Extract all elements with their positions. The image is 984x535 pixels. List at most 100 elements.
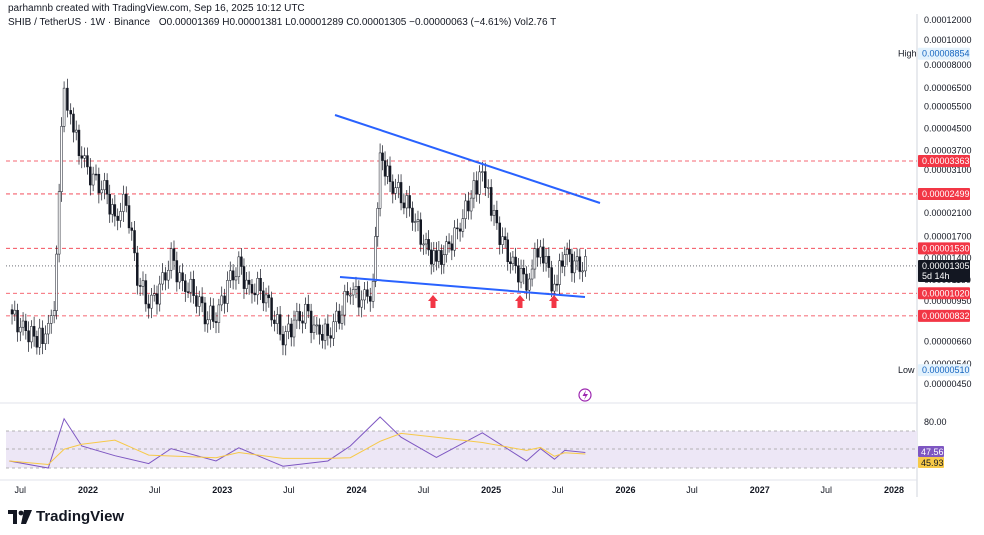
candle-body <box>391 181 395 194</box>
candle-body <box>55 253 58 311</box>
candle-body <box>539 246 542 258</box>
candle-body <box>276 314 279 324</box>
chart-header: parhamnb created with TradingView.com, S… <box>8 3 556 28</box>
candle-body <box>304 303 307 324</box>
level-price-tag <box>918 187 970 200</box>
rsi-ma-line <box>9 432 586 465</box>
price-tick-label: 0.00003700 <box>924 145 972 155</box>
candle-body <box>424 239 428 245</box>
time-tick-label: Jul <box>149 485 161 495</box>
candle-body <box>32 326 36 337</box>
candle-body <box>509 261 512 264</box>
candle-body <box>155 293 159 305</box>
candle-body <box>323 323 327 341</box>
candle-body <box>52 310 56 316</box>
candle-body <box>578 256 582 272</box>
time-tick-label: Jul <box>283 485 295 495</box>
candle-body <box>100 189 103 194</box>
level-price-tag <box>918 242 970 255</box>
candle-body <box>517 265 520 283</box>
candle-body <box>167 269 170 281</box>
candle-body <box>511 256 515 264</box>
candle-body <box>351 289 355 296</box>
up-arrow-icon <box>515 295 525 308</box>
price-axis[interactable]: 0.00012000 0.00010000 0.00008000 0.00006500… <box>898 15 972 468</box>
candle-body <box>440 250 443 265</box>
tradingview-logo[interactable]: TradingView <box>8 508 124 525</box>
time-tick-label: 2022 <box>78 485 98 495</box>
level-price-label: 0.00003363 <box>922 156 970 166</box>
candle-body <box>469 197 473 212</box>
candle-body <box>584 256 587 272</box>
candle-body <box>253 292 257 296</box>
candle-body <box>189 278 193 293</box>
candle-body <box>354 286 358 290</box>
candle-body <box>563 254 567 267</box>
price-tick-label: 0.00000950 <box>924 296 972 306</box>
candle-body <box>458 228 462 232</box>
candle-body <box>475 180 478 195</box>
candle-body <box>270 297 273 321</box>
candle-body <box>565 248 569 255</box>
time-axis[interactable]: Jul 2022 Jul 2023 Jul 2024 Jul 2025 Jul 2026 Jul 20… <box>15 485 904 495</box>
candle-body <box>195 295 198 307</box>
candle-body <box>229 270 232 281</box>
candle-body <box>57 191 61 255</box>
candle-body <box>212 305 215 322</box>
candle-body <box>456 227 459 230</box>
candle-body <box>318 324 321 335</box>
candle-body <box>130 227 134 231</box>
candle-body <box>568 248 571 255</box>
candle-body <box>560 260 564 267</box>
candle-body <box>411 207 414 223</box>
candle-body <box>30 326 33 343</box>
candle-body <box>453 227 456 251</box>
candle-body <box>363 289 366 301</box>
candle-body <box>152 293 156 296</box>
candle-body <box>506 239 509 263</box>
candle-body <box>192 278 195 296</box>
upper-trendline <box>334 114 601 204</box>
lightning-icon[interactable] <box>578 388 592 402</box>
candle-body <box>122 193 125 212</box>
candle-body <box>158 283 161 305</box>
candle-body <box>125 193 128 206</box>
candle-body <box>501 236 504 245</box>
candle-body <box>329 335 332 339</box>
candle-body <box>437 250 441 262</box>
candle-body <box>181 272 184 282</box>
candle-body <box>553 283 556 292</box>
candle-body <box>83 155 86 159</box>
candle-body <box>301 320 304 324</box>
price-tick-label: 0.00010000 <box>924 35 972 45</box>
candle-body <box>206 319 209 325</box>
candle-body <box>295 311 299 321</box>
level-price-tag <box>918 287 970 300</box>
candles <box>10 78 587 356</box>
candle-body <box>307 303 310 312</box>
candle-body <box>262 290 265 304</box>
symbol-label[interactable]: SHIB / TetherUS · 1W · Binance <box>8 17 151 28</box>
candle-body <box>536 248 539 258</box>
candle-body <box>49 315 53 324</box>
time-tick-label: Jul <box>15 485 27 495</box>
candle-body <box>419 219 422 245</box>
candle-body <box>133 230 136 254</box>
candle-body <box>315 324 319 327</box>
candle-body <box>72 113 75 133</box>
candle-body <box>60 126 63 192</box>
candle-body <box>514 256 517 266</box>
candle-body <box>435 250 438 262</box>
time-tick-label: 2028 <box>884 485 904 495</box>
candle-body <box>461 218 465 232</box>
candle-body <box>450 243 454 251</box>
candle-body <box>405 195 409 209</box>
low-marker-label: Low <box>898 365 915 375</box>
candle-body <box>287 323 290 332</box>
candle-body <box>250 284 254 294</box>
price-tick-label: 0.00012000 <box>924 15 972 25</box>
candle-body <box>69 110 72 115</box>
current-price-tag <box>918 259 970 282</box>
rsi-lines <box>9 416 586 469</box>
